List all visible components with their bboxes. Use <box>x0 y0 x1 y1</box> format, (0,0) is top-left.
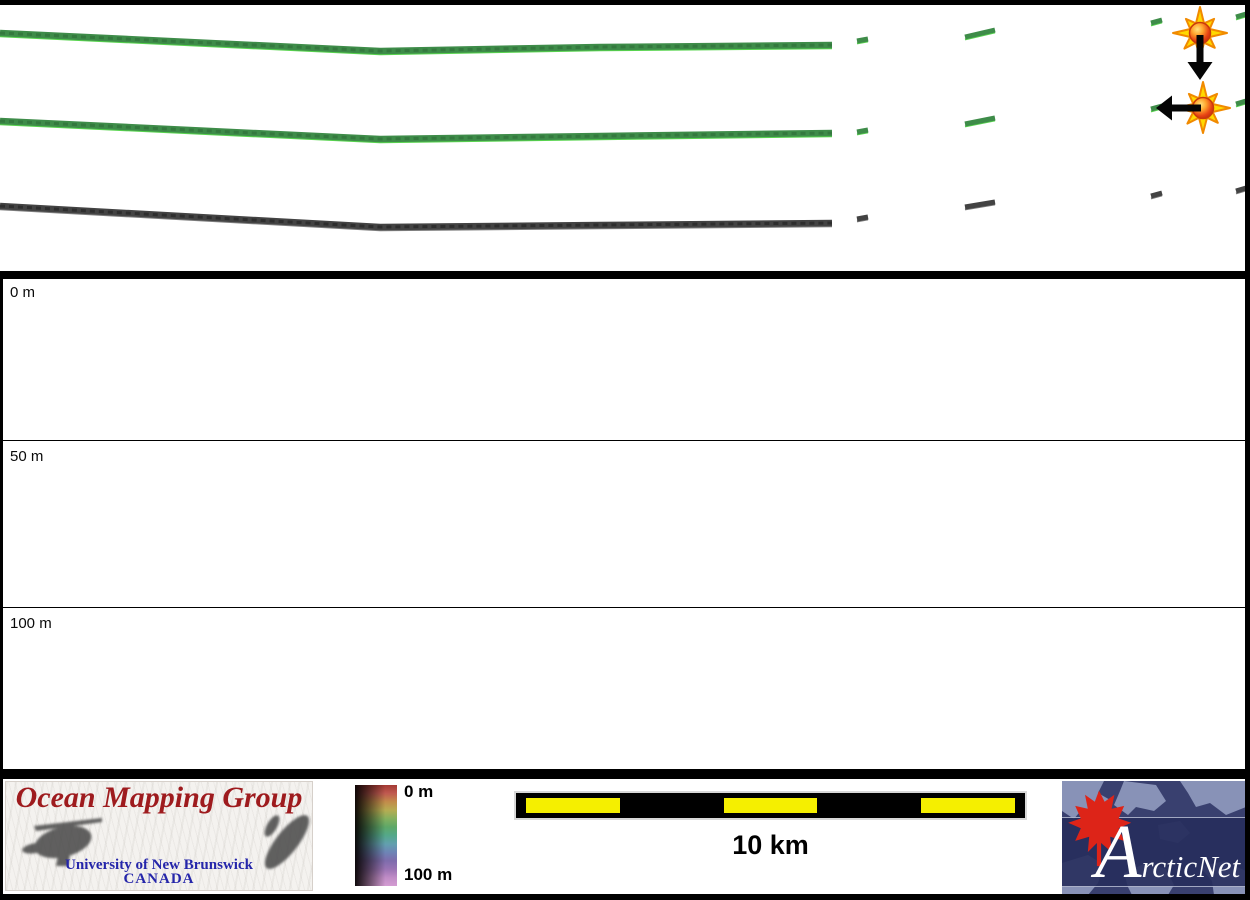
frame-border-bottom <box>0 894 1250 900</box>
scalebar-segment <box>822 798 917 813</box>
profile-panel: 0 m 50 m 100 m <box>3 279 1245 769</box>
frame-border-right <box>1245 0 1250 900</box>
scalebar-segment <box>521 798 625 813</box>
colorbar-label-bottom: 100 m <box>404 865 453 884</box>
helicopter-silhouette <box>22 818 102 866</box>
frame-border-left <box>0 271 3 900</box>
footer: Ocean Mapping Group University of New Br… <box>0 779 1250 895</box>
arcticnet-logo: ArcticNet <box>1062 781 1246 895</box>
scalebar-segment <box>624 798 719 813</box>
omg-logo-silhouettes <box>22 815 310 869</box>
map-svg <box>0 6 1245 232</box>
omg-logo-country: CANADA <box>123 871 195 887</box>
map-panel <box>0 5 1245 271</box>
arcticnet-wordmark: ArcticNet <box>1095 809 1241 894</box>
depth-label: 100 m <box>10 615 52 632</box>
depth-label: 50 m <box>10 448 44 465</box>
panel-divider-top <box>0 271 1250 279</box>
colorbar-label-top: 0 m <box>404 782 434 801</box>
frame-border-top <box>0 0 1250 5</box>
omg-logo-university: University of New Brunswick <box>65 857 253 873</box>
scale-bar-label: 10 km <box>732 830 809 860</box>
depth-gridline <box>3 440 1245 441</box>
panel-divider-bottom <box>0 769 1250 779</box>
scalebar-segment <box>718 798 823 813</box>
depth-colorbar <box>355 785 397 886</box>
maple-leaf-icon <box>1068 790 1132 867</box>
omg-logo-title: Ocean Mapping Group <box>15 781 303 814</box>
depth-label: 0 m <box>10 284 36 301</box>
omg-logo: Ocean Mapping Group University of New Br… <box>5 781 313 891</box>
scale-bar <box>516 793 1025 818</box>
ship-silhouette <box>264 815 310 869</box>
depth-gridline <box>3 607 1245 608</box>
scalebar-segment <box>916 798 1020 813</box>
